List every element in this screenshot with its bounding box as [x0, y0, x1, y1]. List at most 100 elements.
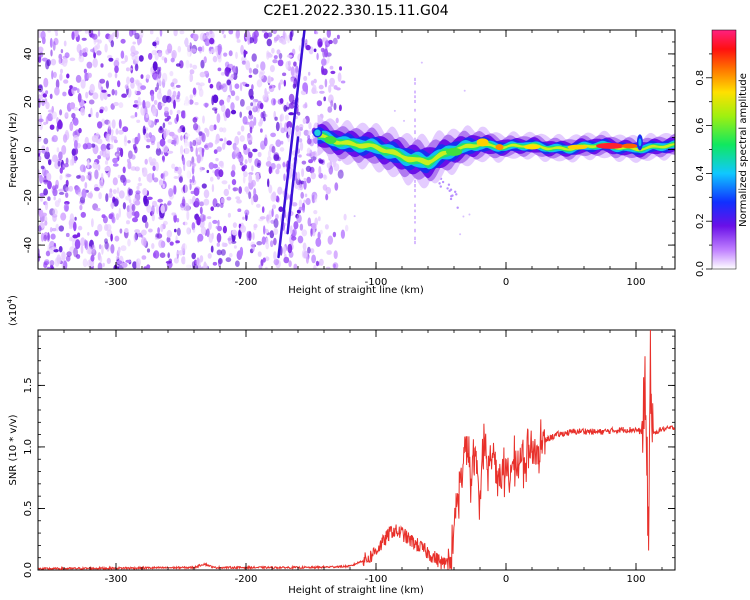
noise-speck — [167, 43, 173, 53]
noise-speck — [265, 241, 270, 250]
noise-speck — [318, 84, 324, 90]
noise-speck — [310, 151, 316, 157]
noise-speck — [215, 46, 218, 56]
noise-speck — [134, 211, 140, 219]
noise-speck — [99, 78, 106, 84]
noise-speck — [212, 107, 218, 111]
noise-speck — [138, 177, 141, 182]
noise-speck — [133, 233, 137, 243]
noise-speck — [215, 203, 221, 208]
noise-speck — [340, 80, 346, 84]
noise-speck — [300, 180, 305, 185]
noise-speck — [192, 87, 197, 95]
noise-speck — [68, 225, 73, 230]
trail-dot — [453, 190, 457, 194]
noise-speck — [249, 126, 253, 134]
scatter-dot — [403, 119, 406, 122]
noise-speck — [143, 238, 147, 247]
noise-speck — [322, 37, 326, 41]
noise-speck — [260, 259, 264, 267]
diagonal-streak — [277, 30, 306, 259]
noise-speck — [229, 83, 233, 93]
noise-speck — [278, 52, 283, 60]
noise-speck — [149, 30, 154, 35]
noise-speck — [98, 244, 102, 250]
noise-speck — [134, 112, 138, 118]
noise-speck — [65, 255, 71, 262]
noise-speck — [310, 80, 314, 86]
noise-speck — [278, 82, 281, 91]
noise-speck — [316, 52, 319, 61]
noise-speck — [221, 30, 225, 35]
noise-speck — [266, 214, 271, 224]
noise-speck — [326, 162, 331, 169]
noise-speck — [145, 133, 149, 139]
noise-speck — [262, 110, 266, 119]
noise-speck — [283, 173, 286, 182]
noise-speck — [287, 243, 293, 254]
noise-speck — [151, 243, 155, 249]
noise-speck — [296, 214, 302, 224]
noise-speck — [72, 117, 79, 126]
trail-dot — [456, 206, 459, 209]
noise-speck — [73, 247, 78, 258]
noise-speck — [333, 102, 337, 111]
colorbar-tick-label: 0.2 — [695, 213, 706, 229]
noise-speck — [295, 177, 301, 186]
noise-speck — [153, 177, 159, 183]
noise-speck — [156, 91, 162, 100]
scatter-dot — [463, 89, 466, 92]
noise-speck — [127, 67, 133, 71]
noise-speck — [330, 70, 336, 75]
noise-speck — [58, 191, 65, 195]
noise-speck — [150, 93, 155, 102]
noise-speck — [203, 262, 208, 269]
noise-speck — [273, 251, 277, 261]
noise-speck — [276, 49, 281, 55]
noise-speck — [326, 30, 331, 38]
noise-speck — [228, 184, 231, 190]
noise-speck — [219, 99, 225, 106]
noise-speck — [146, 196, 153, 200]
faint-line-dot — [414, 82, 416, 85]
noise-speck — [305, 197, 311, 206]
noise-speck — [82, 258, 88, 268]
noise-speck — [330, 100, 334, 108]
noise-speck — [196, 257, 200, 266]
noise-speck — [239, 246, 244, 257]
noise-speck — [108, 192, 113, 198]
noise-speck — [212, 261, 218, 266]
noise-speck — [273, 237, 277, 246]
noise-speck — [80, 107, 86, 116]
noise-speck — [321, 58, 327, 66]
colorbar-tick-label: 0.4 — [695, 165, 706, 181]
noise-speck — [172, 78, 178, 85]
figure-title: C2E1.2022.330.15.11.G04 — [263, 3, 448, 19]
noise-speck — [216, 146, 222, 152]
noise-speck — [136, 258, 139, 269]
noise-speck — [235, 95, 240, 101]
noise-speck — [80, 244, 84, 254]
noise-speck — [111, 133, 114, 143]
noise-speck — [132, 138, 135, 144]
noise-speck — [39, 174, 44, 184]
noise-speck — [268, 84, 275, 93]
noise-speck — [204, 38, 211, 47]
noise-speck — [219, 138, 224, 142]
noise-speck — [134, 63, 139, 72]
noise-speck — [79, 49, 83, 57]
colorbar: 0.0 0.2 0.4 0.6 0.8 Normalized spectral ampl… — [695, 29, 749, 277]
noise-speck — [40, 30, 46, 40]
noise-speck — [264, 88, 267, 96]
noise-speck — [38, 56, 42, 63]
noise-speck — [252, 100, 256, 108]
noise-speck — [234, 83, 240, 89]
noise-speck — [77, 191, 83, 197]
noise-speck — [244, 186, 249, 193]
noise-speck — [329, 77, 335, 86]
faint-line-dot — [414, 215, 416, 220]
noise-speck — [87, 192, 93, 199]
noise-speck — [55, 79, 60, 89]
noise-speck — [114, 65, 119, 74]
